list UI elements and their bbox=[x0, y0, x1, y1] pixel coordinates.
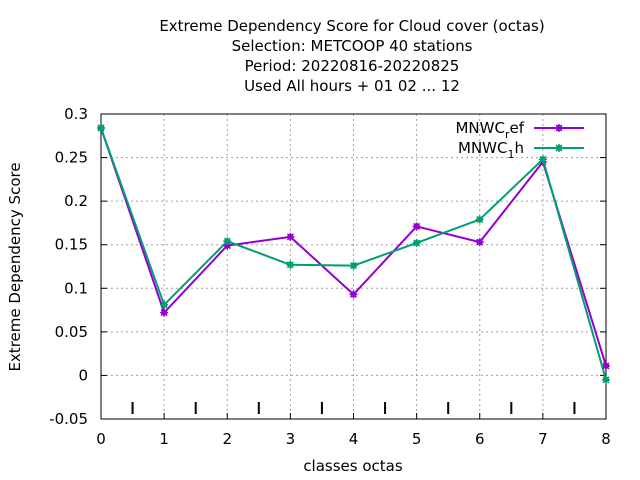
legend-marker bbox=[555, 144, 563, 152]
legend-marker bbox=[555, 124, 563, 132]
data-point bbox=[286, 232, 295, 241]
x-tick-label: 4 bbox=[349, 430, 359, 448]
data-point bbox=[412, 238, 421, 247]
y-tick-label: -0.05 bbox=[49, 410, 88, 428]
y-tick-label: 0.1 bbox=[64, 279, 88, 297]
y-axis-label: Extreme Dependency Score bbox=[6, 162, 24, 371]
series-1 bbox=[97, 123, 610, 370]
x-tick-label: 6 bbox=[475, 430, 485, 448]
series bbox=[97, 123, 610, 384]
x-tick-label: 8 bbox=[601, 430, 611, 448]
chart-title-line: Period: 20220816-20220825 bbox=[245, 57, 460, 75]
x-axis-label: classes octas bbox=[303, 457, 403, 475]
y-tick-label: 0.2 bbox=[64, 192, 88, 210]
data-point bbox=[349, 290, 358, 299]
y-axis-ticks: -0.05 0 0.05 0.1 0.15 0.2 0.25 0.3 bbox=[49, 105, 606, 428]
legend-label: MNWCref bbox=[455, 119, 524, 141]
data-point bbox=[160, 308, 169, 317]
y-tick-label: 0.05 bbox=[55, 323, 88, 341]
x-tick-label: 3 bbox=[286, 430, 296, 448]
x-tick-label: 5 bbox=[412, 430, 422, 448]
data-point bbox=[223, 237, 232, 246]
chart-title-line: Selection: METCOOP 40 stations bbox=[232, 37, 473, 55]
data-point bbox=[97, 123, 105, 132]
data-point bbox=[602, 375, 610, 384]
x-tick-label: 2 bbox=[222, 430, 232, 448]
data-point bbox=[412, 222, 421, 231]
x-axis-ticks: 0 1 2 3 4 5 6 7 8 bbox=[96, 413, 611, 448]
y-tick-label: 0.15 bbox=[55, 236, 88, 254]
data-point bbox=[349, 261, 358, 270]
data-point bbox=[602, 361, 610, 370]
y-tick-label: 0 bbox=[78, 366, 88, 384]
data-point bbox=[475, 215, 484, 224]
x-tick-label: 0 bbox=[96, 430, 106, 448]
data-point bbox=[538, 155, 547, 164]
data-point bbox=[160, 300, 169, 309]
x-tick-label: 1 bbox=[159, 430, 169, 448]
chart-title-line: Extreme Dependency Score for Cloud cover… bbox=[159, 17, 544, 35]
minor-ticks bbox=[131, 402, 576, 414]
data-point bbox=[286, 260, 295, 269]
y-tick-label: 0.25 bbox=[55, 149, 88, 167]
legend-entry: MNWCref bbox=[455, 119, 584, 141]
x-tick-label: 7 bbox=[538, 430, 548, 448]
legend-label: MNWC1h bbox=[458, 139, 524, 161]
legend-entry: MNWC1h bbox=[458, 139, 584, 161]
series-2 bbox=[97, 123, 610, 384]
y-tick-label: 0.3 bbox=[64, 105, 88, 123]
chart-title-line: Used All hours + 01 02 ... 12 bbox=[244, 77, 460, 95]
chart-title: Extreme Dependency Score for Cloud cover… bbox=[159, 17, 544, 95]
data-point bbox=[475, 238, 484, 247]
